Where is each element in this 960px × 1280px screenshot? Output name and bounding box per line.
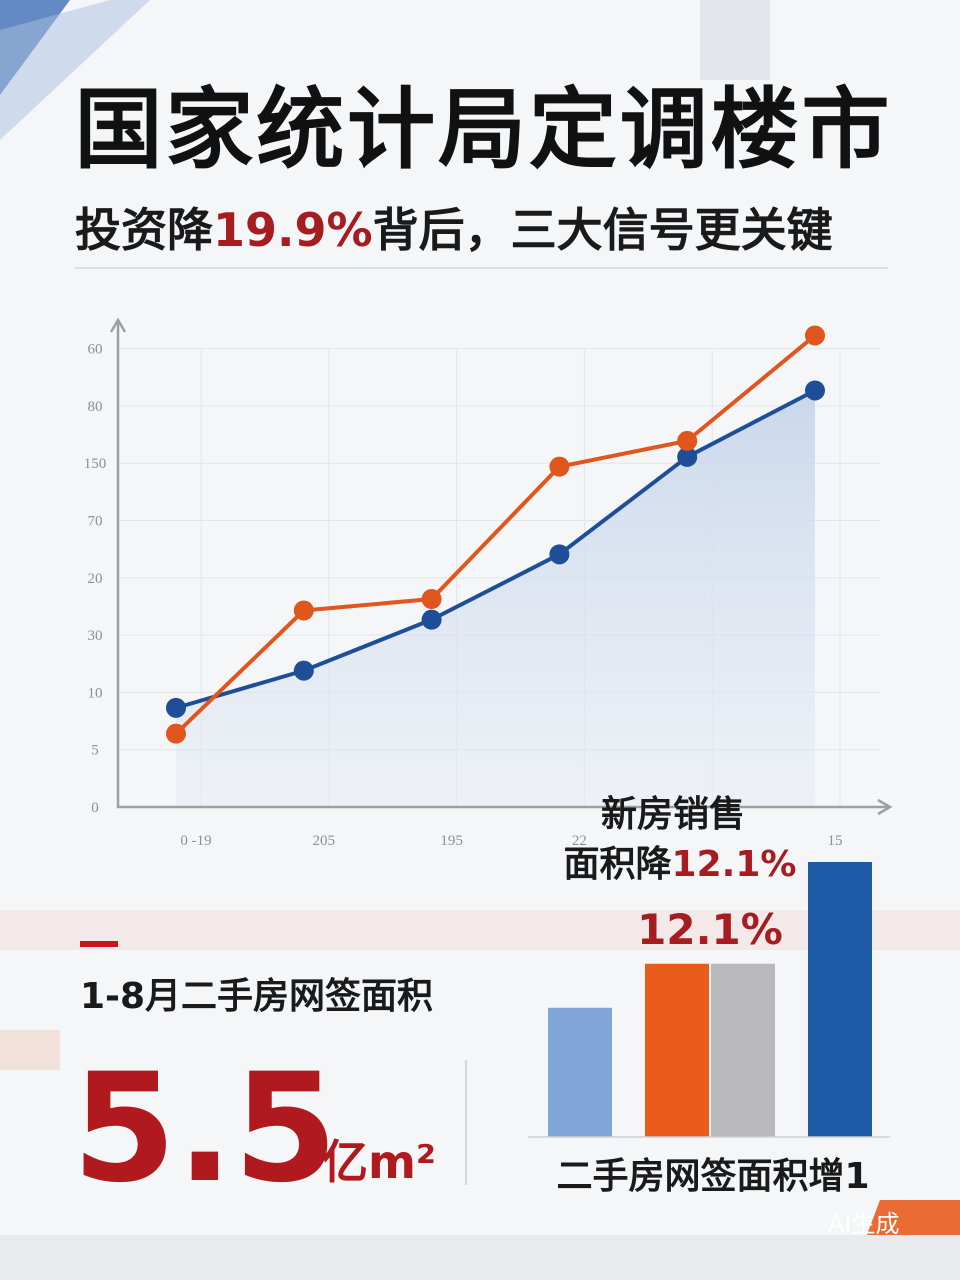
y-tick-label: 70 (88, 514, 103, 530)
point (421, 589, 442, 610)
decor-shape (0, 0, 150, 140)
y-tick-label: 150 (84, 456, 107, 472)
x-tick-label: 205 (313, 833, 336, 849)
stat-label: 1-8月二手房网签面积 (80, 976, 433, 1017)
annotation: 新房销售 (601, 794, 745, 835)
bar (645, 963, 709, 1137)
point (549, 544, 570, 565)
point (421, 609, 442, 630)
bar (548, 1007, 612, 1137)
point (549, 456, 570, 477)
point (293, 660, 314, 681)
point (677, 430, 698, 451)
bar-label: 12.1% (637, 905, 783, 954)
decor-band (0, 910, 960, 950)
stat-unit: 亿m² (322, 1135, 436, 1189)
annotation-text: 面积降 (564, 844, 672, 885)
area (176, 390, 815, 807)
annotation-highlight: 12.1% (672, 844, 797, 885)
subtitle-text: 投资降 (75, 203, 213, 257)
decor-building (700, 0, 770, 80)
axis-arrow (877, 798, 893, 816)
title: 国家统计局定调楼市 (75, 78, 890, 181)
x-tick-label: 15 (828, 833, 843, 849)
x-tick-label: 195 (440, 833, 463, 849)
watermark: AI生成 (828, 1210, 900, 1238)
x-axis-label: 二手房网签面积增1 (556, 1156, 869, 1197)
x-tick-label: 22 (572, 833, 587, 849)
y-tick-label: 30 (88, 628, 103, 644)
y-tick-label: 60 (88, 342, 103, 358)
line (174, 333, 817, 736)
point (166, 723, 186, 744)
accent-bar (80, 941, 118, 947)
y-tick-label: 5 (91, 743, 99, 759)
point (805, 380, 825, 401)
subtitle-highlight: 19.9% (213, 203, 373, 257)
annotation: 面积降12.1% (564, 844, 797, 885)
y-tick-label: 10 (88, 685, 103, 701)
point (166, 697, 186, 718)
y-tick-label: 80 (88, 399, 103, 415)
point (677, 446, 698, 467)
point (805, 325, 825, 346)
subtitle: 投资降19.9%背后，三大信号更关键 (75, 203, 833, 257)
line-chart: 0 5 10 30 20 70 150 80 60 0 -19 205 195 22 15 (84, 317, 893, 849)
decor-band (0, 1235, 960, 1280)
bar (808, 862, 872, 1137)
y-tick-label: 20 (88, 571, 103, 587)
subtitle-text: 背后，三大信号更关键 (373, 203, 833, 257)
bar (711, 963, 775, 1137)
y-tick-label: 0 (91, 800, 99, 816)
stat-value: 5.5 (72, 1042, 338, 1216)
line (175, 388, 816, 710)
x-tick-label: 0 -19 (180, 833, 211, 849)
axis-arrow (109, 317, 127, 333)
point (293, 600, 314, 621)
decor-band (0, 1030, 60, 1070)
axes (116, 320, 890, 809)
